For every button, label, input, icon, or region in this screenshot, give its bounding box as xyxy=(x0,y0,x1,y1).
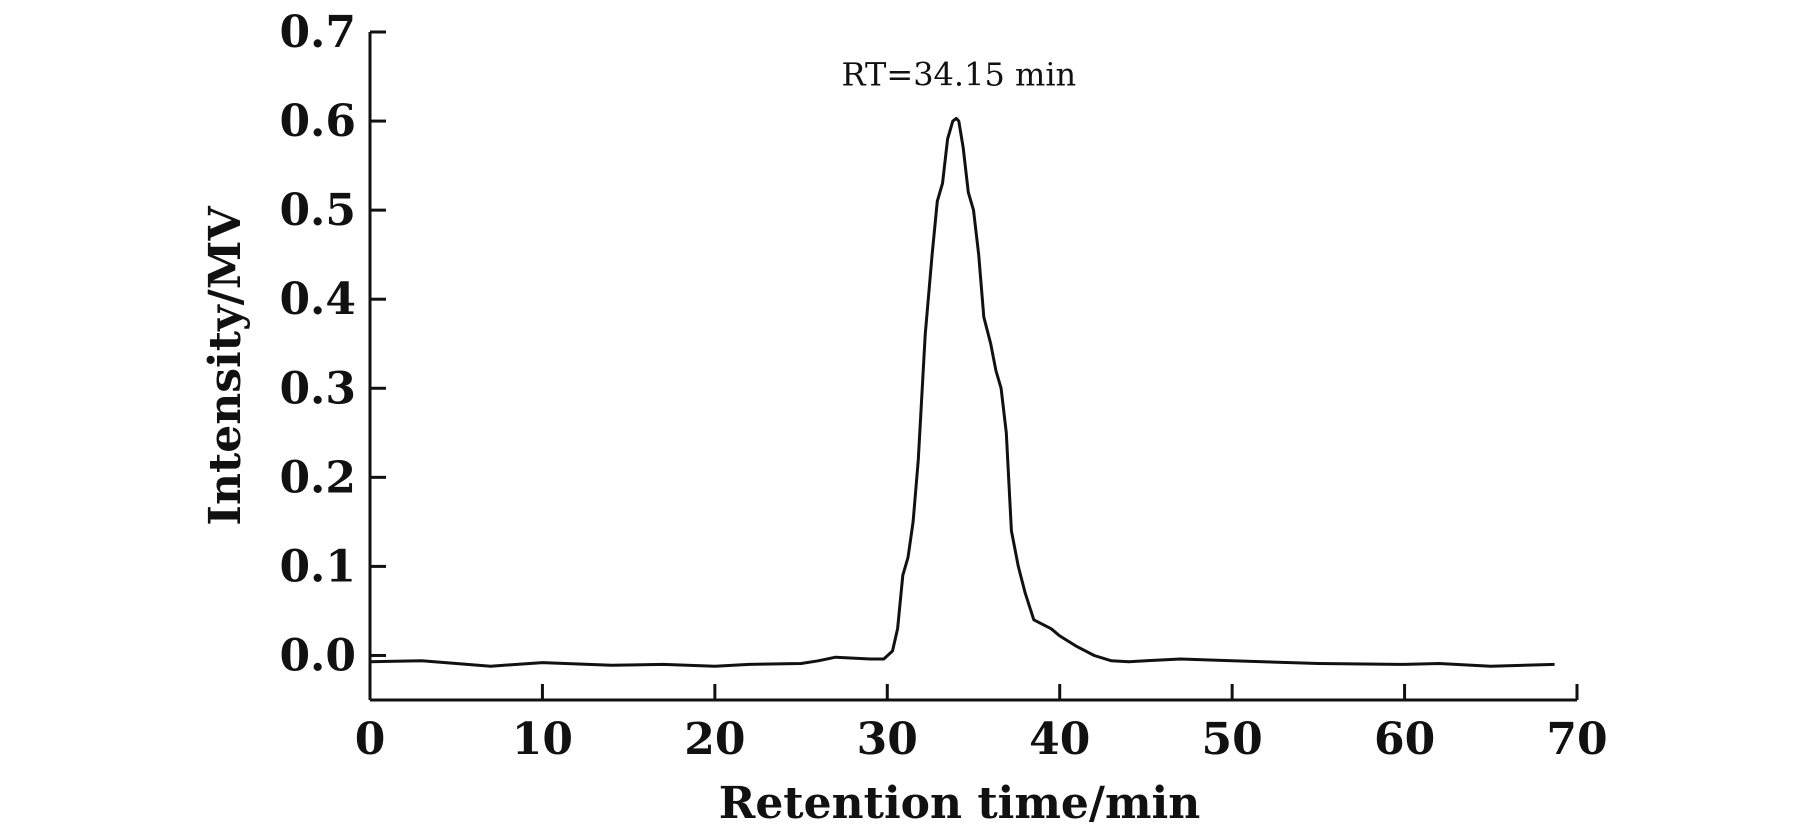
x-tick-label: 60 xyxy=(1374,714,1435,765)
x-tick-label: 40 xyxy=(1029,714,1090,765)
y-tick-label: 0.2 xyxy=(279,452,356,503)
y-axis-ticks: 0.0 0.1 0.2 0.3 0.4 0.5 0.6 0.7 xyxy=(279,7,386,681)
y-tick-label: 0.4 xyxy=(279,274,356,325)
plot-area xyxy=(369,116,1555,668)
y-tick-label: 0.0 xyxy=(279,630,356,681)
x-tick-label: 70 xyxy=(1546,714,1607,765)
x-tick-label: 30 xyxy=(857,714,918,765)
y-axis-title: Intensity/MV xyxy=(200,206,251,526)
y-tick-label: 0.1 xyxy=(279,541,356,592)
y-tick-label: 0.3 xyxy=(279,363,356,414)
x-tick-label: 20 xyxy=(684,714,745,765)
y-tick-label: 0.7 xyxy=(279,7,356,58)
y-tick-label: 0.5 xyxy=(279,185,356,236)
chart-axes xyxy=(368,32,1577,702)
x-tick-label: 10 xyxy=(512,714,573,765)
peak-annotation: RT=34.15 min xyxy=(842,55,1077,93)
y-tick-label: 0.6 xyxy=(279,96,356,147)
chromatogram-trace xyxy=(369,116,1555,668)
annotations: RT=34.15 min xyxy=(842,55,1077,93)
x-tick-label: 50 xyxy=(1202,714,1263,765)
x-axis-ticks: 0 10 20 30 40 50 60 70 xyxy=(355,684,1608,765)
x-tick-label: 0 xyxy=(355,714,386,765)
x-axis-title: Retention time/min xyxy=(719,778,1201,827)
